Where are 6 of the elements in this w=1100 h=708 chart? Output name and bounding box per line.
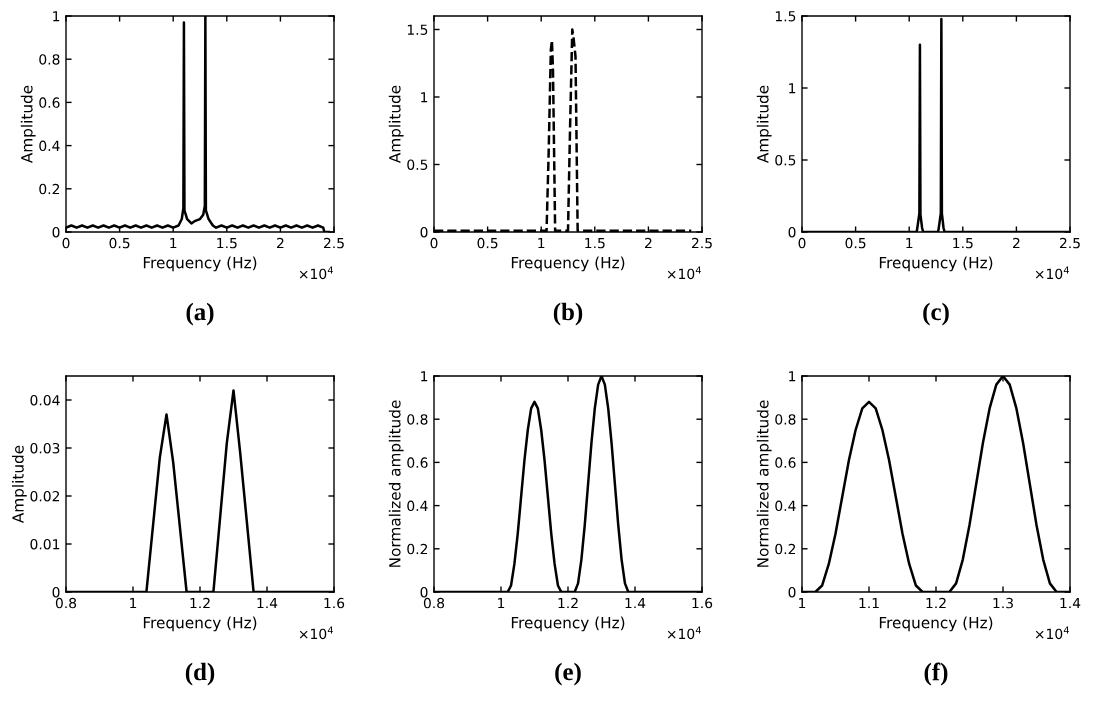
text: (e) xyxy=(555,662,581,686)
text: (a) xyxy=(186,302,214,326)
text: (b) xyxy=(553,302,583,326)
text: (f) xyxy=(924,662,948,686)
text: (c) xyxy=(923,302,949,326)
text: (d) xyxy=(185,662,215,686)
